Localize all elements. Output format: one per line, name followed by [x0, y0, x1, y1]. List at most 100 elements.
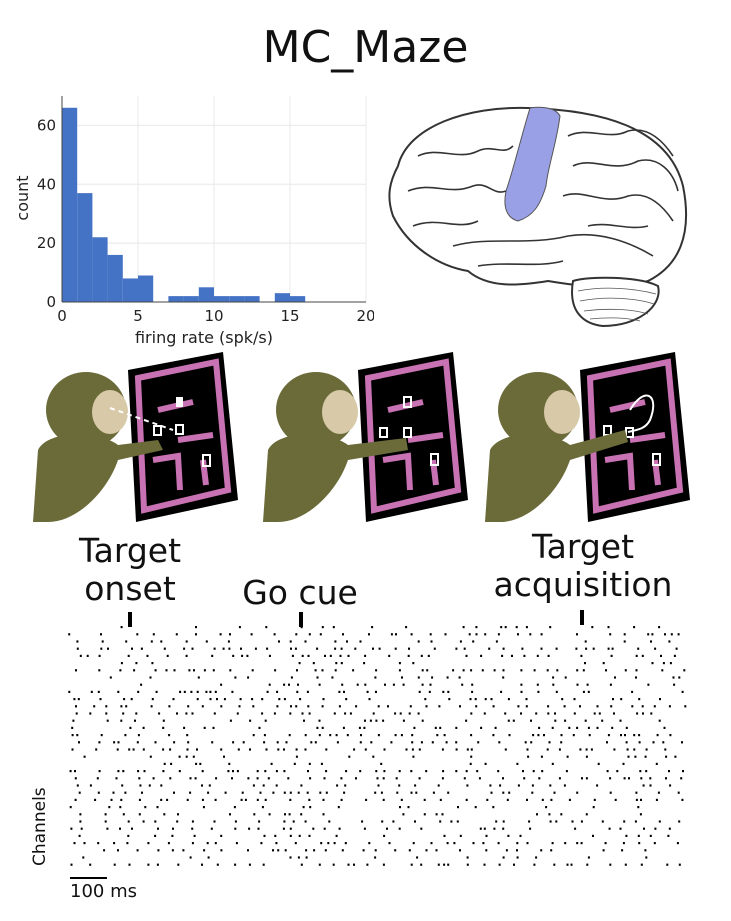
spike-mark — [306, 690, 309, 693]
spike-mark — [461, 683, 464, 686]
spike-mark — [104, 820, 107, 823]
spike-mark — [402, 719, 405, 722]
spike-mark — [563, 784, 566, 787]
spike-mark — [258, 820, 261, 823]
spike-mark — [592, 834, 594, 837]
spike-mark — [183, 690, 186, 693]
spike-mark — [182, 849, 185, 852]
spike-mark — [173, 669, 176, 672]
spike-mark — [565, 770, 568, 773]
spike-mark — [223, 755, 225, 758]
spike-mark — [382, 719, 385, 722]
spike-mark — [654, 647, 657, 650]
spike-mark — [540, 849, 543, 852]
spike-mark — [163, 813, 166, 816]
spike-mark — [639, 813, 642, 816]
spike-mark — [570, 863, 573, 866]
spike-mark — [552, 676, 555, 679]
spike-mark — [300, 863, 303, 866]
spike-mark — [571, 820, 574, 823]
spike-mark — [152, 777, 155, 780]
maze-screen — [128, 352, 238, 522]
spike-mark — [652, 741, 655, 744]
spike-mark — [455, 770, 458, 773]
event-label-line: Target — [531, 527, 635, 566]
spike-mark — [356, 683, 359, 686]
spike-mark — [289, 834, 292, 837]
spike-mark — [495, 820, 498, 823]
spike-mark — [104, 813, 107, 816]
spike-mark — [185, 755, 188, 758]
spike-mark — [408, 647, 410, 650]
spike-mark — [319, 791, 322, 794]
spike-mark — [303, 719, 305, 722]
spike-mark — [458, 676, 461, 679]
spike-mark — [189, 856, 192, 859]
time-scale-bar — [70, 877, 107, 879]
spike-mark — [150, 705, 153, 708]
spike-mark — [576, 842, 579, 845]
spike-mark — [283, 770, 286, 773]
spike-mark — [375, 770, 378, 773]
spike-mark — [418, 777, 421, 780]
spike-mark — [669, 734, 672, 737]
spike-mark — [289, 827, 292, 830]
spike-mark — [72, 719, 75, 722]
spike-mark — [481, 669, 484, 672]
spike-mark — [469, 762, 472, 765]
spike-mark — [590, 748, 593, 751]
spike-mark — [327, 842, 330, 845]
spike-mark — [362, 849, 365, 852]
spike-mark — [390, 633, 393, 636]
spike-mark — [677, 633, 680, 636]
spike-mark — [309, 777, 312, 780]
spike-mark — [359, 640, 362, 643]
spike-mark — [438, 705, 441, 708]
spike-mark — [115, 777, 118, 780]
spike-mark — [425, 770, 428, 773]
spike-mark — [543, 734, 545, 737]
spike-mark — [297, 791, 300, 794]
spike-mark — [106, 719, 109, 722]
spike-mark — [394, 734, 397, 737]
spike-mark — [68, 690, 71, 693]
spike-mark — [520, 683, 523, 686]
spike-mark — [398, 784, 401, 787]
spike-mark — [673, 654, 676, 657]
spike-mark — [635, 791, 638, 794]
spike-raster — [68, 626, 687, 866]
spike-mark — [252, 705, 255, 708]
spike-mark — [120, 798, 123, 801]
spike-mark — [375, 719, 378, 722]
spike-mark — [492, 705, 495, 708]
scene-go-cue — [263, 352, 468, 522]
spike-mark — [222, 647, 225, 650]
spike-mark — [580, 842, 583, 845]
spike-mark — [609, 683, 612, 686]
spike-mark — [307, 654, 310, 657]
spike-mark — [585, 777, 588, 780]
spike-mark — [415, 791, 418, 794]
spike-mark — [368, 698, 371, 701]
spike-mark — [229, 633, 231, 636]
spike-mark — [658, 820, 661, 823]
spike-mark — [434, 726, 437, 729]
spike-mark — [435, 813, 438, 816]
spike-mark — [308, 712, 311, 715]
spike-mark — [339, 654, 342, 657]
spike-mark — [186, 798, 189, 801]
spike-mark — [224, 791, 227, 794]
spike-mark — [120, 626, 123, 629]
spike-mark — [336, 784, 339, 787]
spike-mark — [667, 834, 670, 837]
spike-mark — [234, 820, 237, 823]
spike-mark — [480, 654, 483, 657]
spike-mark — [502, 669, 505, 672]
spike-mark — [560, 734, 563, 737]
spike-mark — [248, 863, 251, 866]
spike-mark — [238, 705, 241, 708]
spike-mark — [110, 798, 113, 801]
spike-mark — [613, 748, 616, 751]
spike-mark — [484, 633, 487, 636]
spike-mark — [201, 770, 204, 773]
